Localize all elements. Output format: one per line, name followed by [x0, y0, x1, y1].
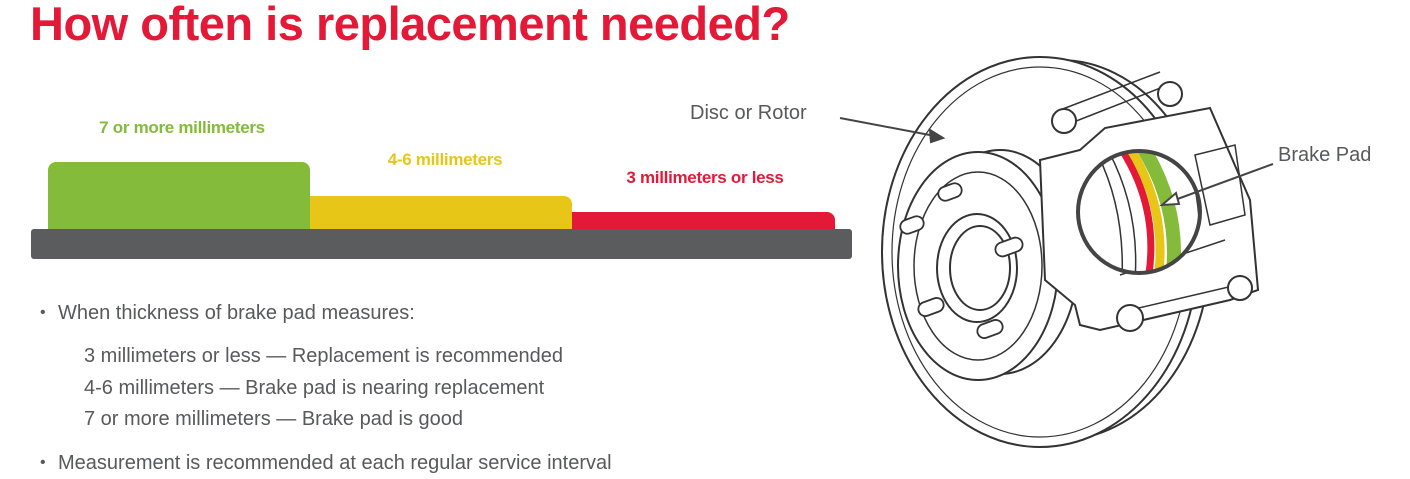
- disc-arrow: [839, 117, 946, 144]
- backing-plate-bar: [31, 229, 852, 259]
- yellow-pad-bar: [310, 196, 572, 229]
- bullet-final: Measurement is recommended at each regul…: [40, 452, 612, 475]
- red-pad-bar: [572, 212, 835, 229]
- bullet-sub-item: 3 millimeters or less — Replacement is r…: [84, 345, 564, 367]
- bullet-sub-item: 4-6 millimeters — Brake pad is nearing r…: [84, 377, 545, 399]
- brake-pad-arrow: [1159, 163, 1274, 207]
- bullet-sub-item: 7 or more millimeters — Brake pad is goo…: [84, 408, 464, 430]
- disc-rotor-label: Disc or Rotor: [690, 102, 807, 124]
- page-title: How often is replacement needed?: [30, 0, 790, 50]
- brake-pad-label: Brake Pad: [1278, 144, 1372, 166]
- bullet-intro: When thickness of brake pad measures:: [40, 302, 415, 325]
- green-level-label: 7 or more millimeters: [99, 118, 265, 137]
- red-level-label: 3 millimeters or less: [626, 168, 784, 187]
- green-pad-bar: [48, 162, 310, 229]
- lug-studs: [899, 182, 1024, 339]
- magnifier-ring: [1076, 149, 1202, 275]
- yellow-level-label: 4-6 millimeters: [387, 150, 503, 169]
